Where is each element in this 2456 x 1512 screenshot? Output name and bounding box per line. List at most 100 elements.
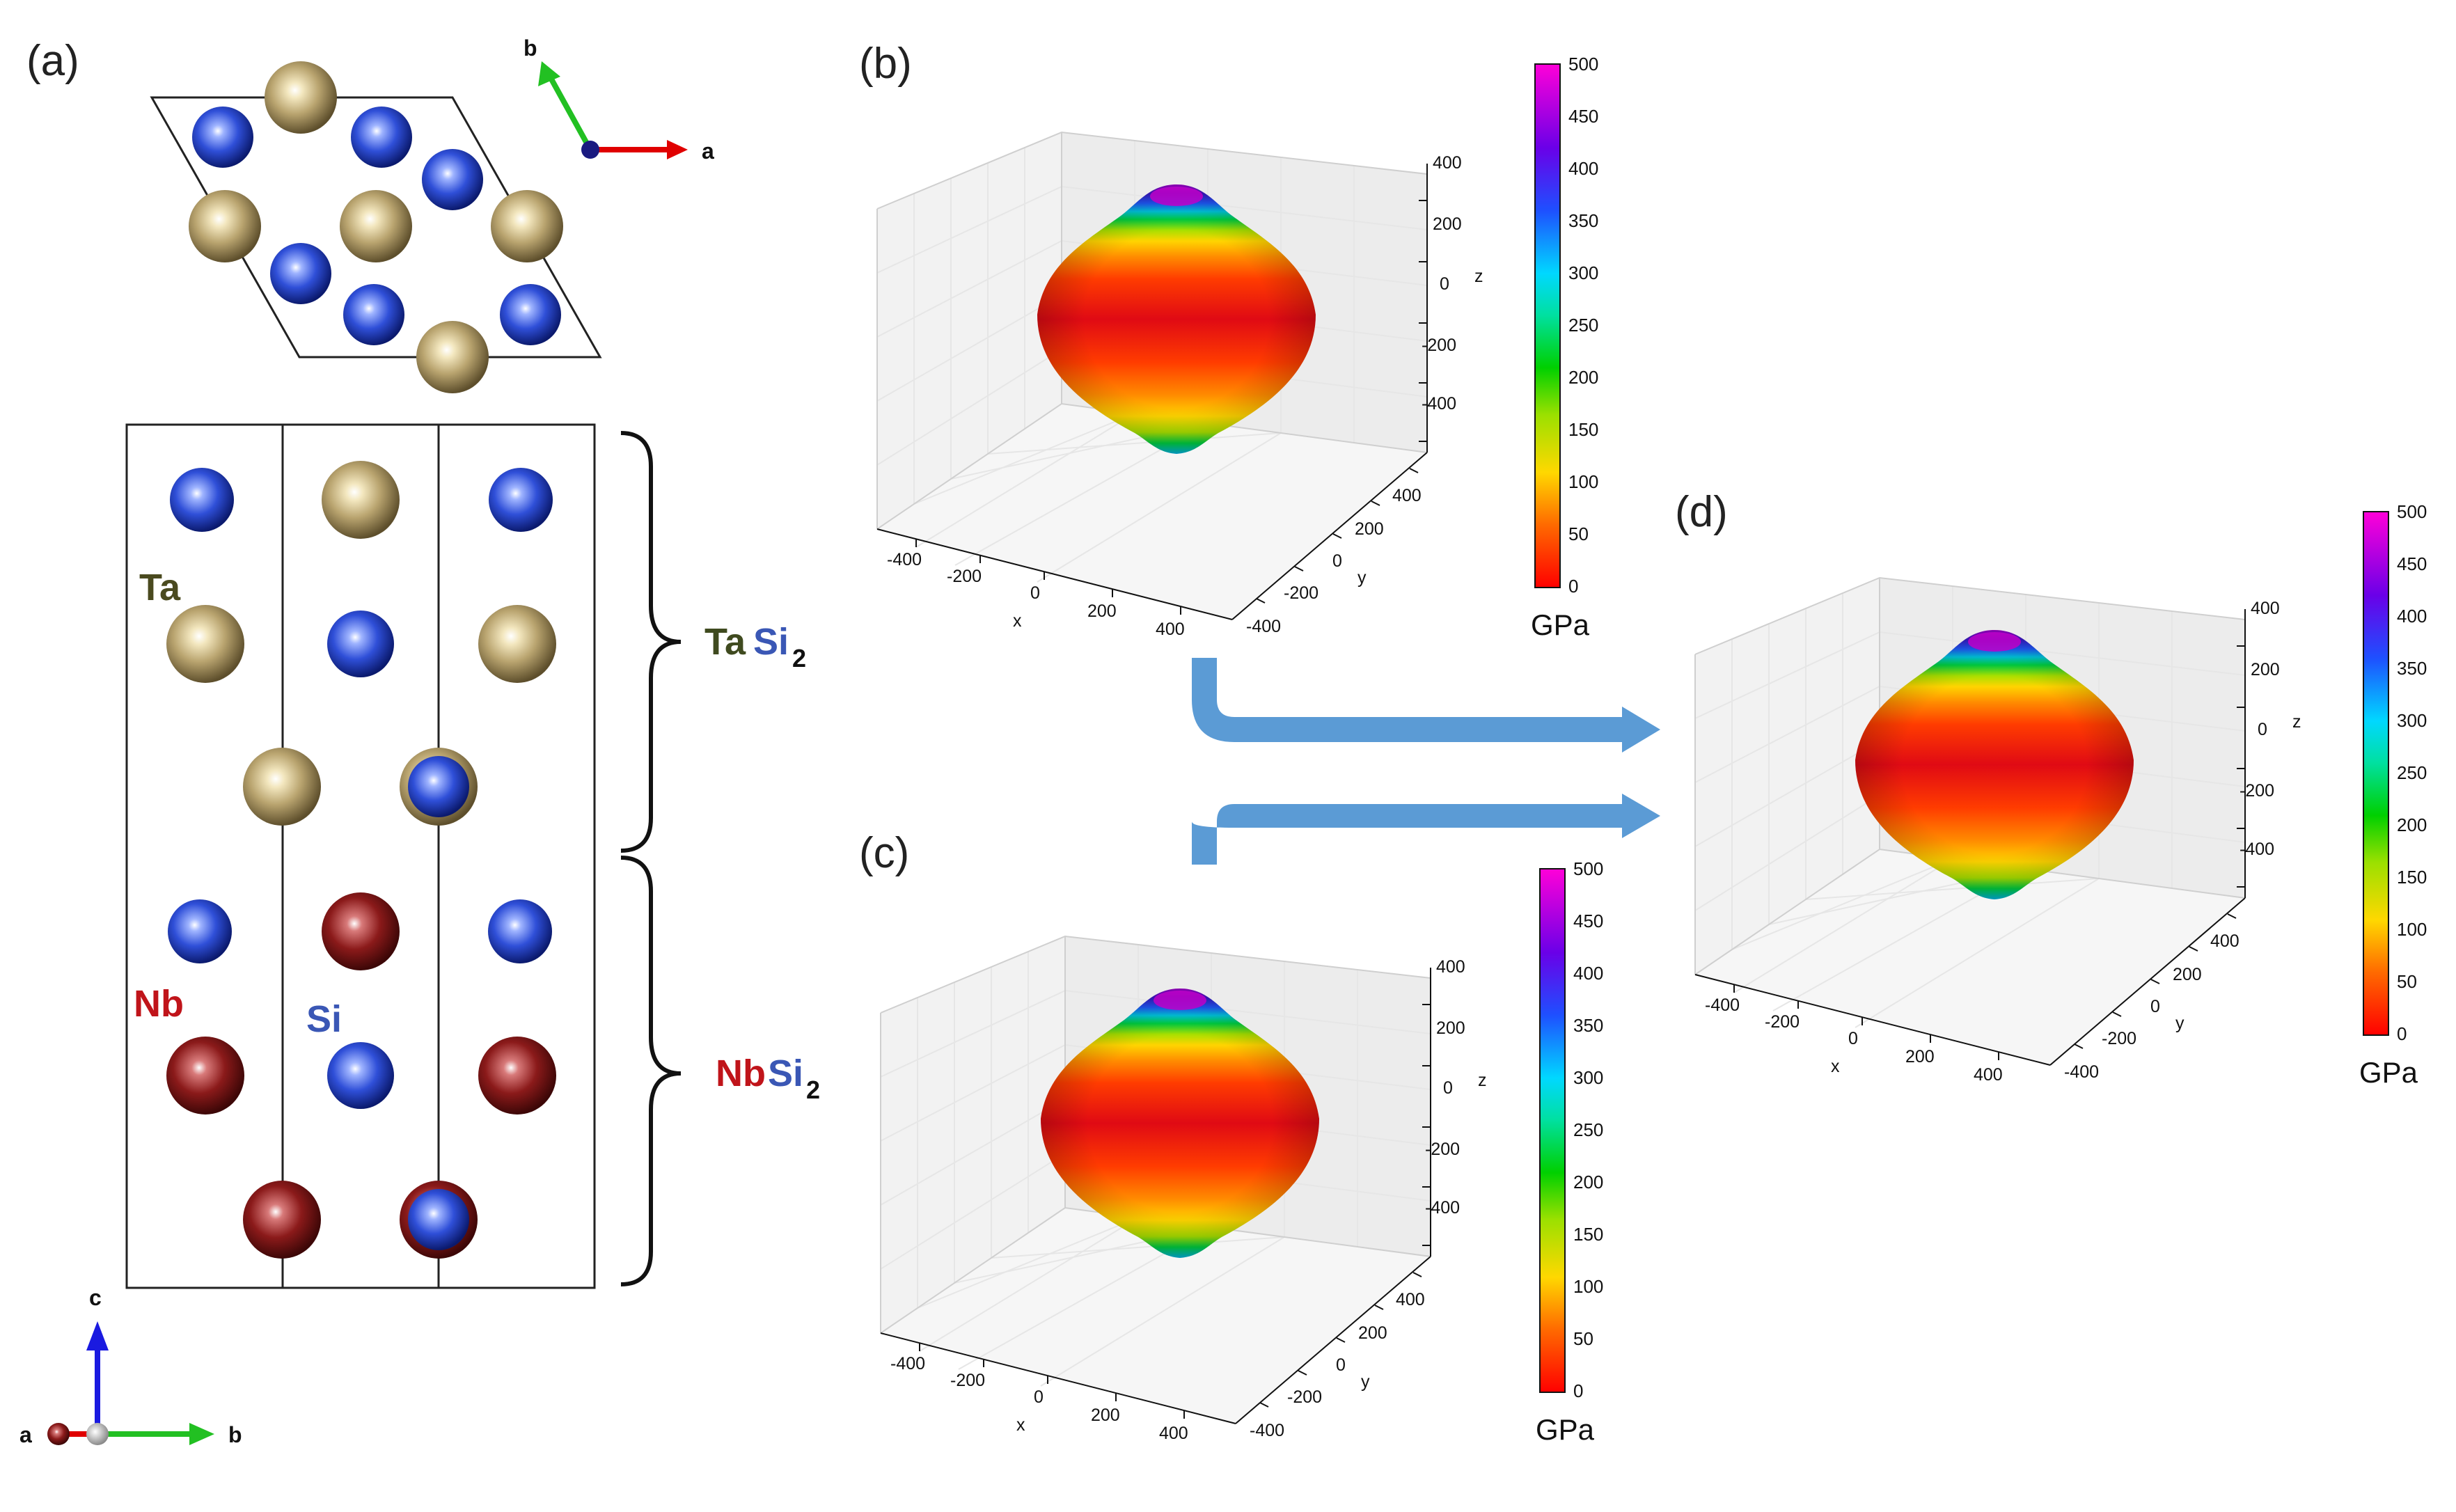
axis-label-b-bottom: b bbox=[228, 1422, 242, 1447]
panel-label-b: (b) bbox=[859, 40, 912, 88]
svg-text:300: 300 bbox=[2397, 710, 2427, 731]
z-tick: 400 bbox=[1436, 957, 1465, 977]
atom-layer-top bbox=[189, 61, 563, 393]
x-tick: -400 bbox=[890, 1354, 925, 1373]
svg-text:Ta: Ta bbox=[704, 621, 746, 663]
colorbar-unit: GPa bbox=[2359, 1056, 2418, 1089]
ta-atom bbox=[189, 190, 261, 262]
panel-label-c: (c) bbox=[859, 829, 909, 877]
svg-text:200: 200 bbox=[1568, 367, 1598, 388]
label-ta: Ta bbox=[139, 567, 181, 608]
axis-label-c-bottom: c bbox=[89, 1285, 102, 1310]
svg-text:350: 350 bbox=[1568, 210, 1598, 231]
svg-text:100: 100 bbox=[2397, 919, 2427, 940]
svg-text:500: 500 bbox=[1573, 858, 1603, 879]
arrow-top bbox=[1192, 658, 1660, 753]
y-tick: -400 bbox=[1246, 617, 1281, 636]
z-tick: 0 bbox=[2258, 720, 2267, 739]
ta-atom bbox=[166, 605, 244, 683]
brace-tasi2 bbox=[620, 431, 682, 853]
y-tick: 0 bbox=[1336, 1355, 1346, 1375]
si-atom bbox=[192, 107, 253, 168]
y-axis-label: y bbox=[1357, 568, 1367, 588]
svg-text:200: 200 bbox=[2397, 814, 2427, 835]
si-atom bbox=[168, 899, 232, 963]
panel-label-a: (a) bbox=[26, 37, 79, 85]
z-tick: 200 bbox=[2251, 660, 2280, 679]
z-tick: -200 bbox=[1425, 1140, 1460, 1159]
z-tick: 400 bbox=[2251, 599, 2280, 618]
si-atom bbox=[422, 149, 483, 210]
z-tick: 400 bbox=[1433, 153, 1462, 173]
svg-text:150: 150 bbox=[1573, 1224, 1603, 1245]
ta-atom bbox=[491, 190, 563, 262]
si-atom bbox=[343, 284, 404, 345]
nb-atom bbox=[243, 1181, 321, 1259]
y-tick: 400 bbox=[1396, 1290, 1425, 1309]
svg-text:0: 0 bbox=[1568, 576, 1578, 597]
x-tick: 200 bbox=[1905, 1047, 1935, 1066]
ta-atom bbox=[322, 461, 400, 539]
si-atom bbox=[408, 756, 469, 817]
x-tick: 0 bbox=[1030, 583, 1040, 603]
z-axis-label: z bbox=[1474, 267, 1483, 286]
x-tick: 200 bbox=[1091, 1405, 1120, 1425]
z-axis-label: z bbox=[1478, 1071, 1487, 1090]
panel-label-d: (d) bbox=[1675, 488, 1728, 536]
colorbar-unit: GPa bbox=[1531, 608, 1590, 641]
svg-text:0: 0 bbox=[1573, 1380, 1583, 1401]
svg-text:Si: Si bbox=[753, 621, 789, 663]
arrow-bottom bbox=[1192, 794, 1660, 865]
compound-tasi2: Ta Si 2 bbox=[704, 621, 806, 672]
y-tick: 0 bbox=[2150, 997, 2160, 1016]
ta-atom bbox=[416, 321, 489, 393]
svg-text:150: 150 bbox=[2397, 867, 2427, 888]
x-tick: 200 bbox=[1087, 601, 1117, 621]
colorbar-unit: GPa bbox=[1536, 1413, 1595, 1446]
svg-text:450: 450 bbox=[2397, 553, 2427, 574]
x-axis-label: x bbox=[1831, 1057, 1840, 1076]
ta-atom bbox=[243, 748, 321, 826]
svg-text:350: 350 bbox=[2397, 658, 2427, 679]
svg-text:300: 300 bbox=[1568, 262, 1598, 283]
si-atom bbox=[489, 468, 553, 532]
z-tick: -400 bbox=[2239, 840, 2274, 859]
z-tick: 200 bbox=[1433, 214, 1462, 234]
y-tick: -200 bbox=[2102, 1029, 2136, 1048]
merge-arrows bbox=[1192, 658, 1660, 865]
svg-text:2: 2 bbox=[806, 1076, 820, 1104]
x-tick: -400 bbox=[1705, 995, 1740, 1015]
y-tick: -200 bbox=[1287, 1387, 1322, 1407]
x-tick: 400 bbox=[1159, 1424, 1188, 1443]
colorbar-b: 500 450 400 350 300 250 200 150 100 50 0… bbox=[1531, 54, 1598, 641]
x-tick: -400 bbox=[887, 550, 922, 569]
y-tick: -200 bbox=[1284, 583, 1318, 603]
x-tick: 0 bbox=[1034, 1387, 1044, 1407]
svg-text:200: 200 bbox=[1573, 1172, 1603, 1192]
svg-text:500: 500 bbox=[2397, 501, 2427, 522]
plot-b: 400 200 0 -200 -400 z -400 -200 0 200 40… bbox=[876, 132, 1483, 639]
svg-text:250: 250 bbox=[2397, 762, 2427, 783]
svg-text:0: 0 bbox=[2397, 1023, 2407, 1044]
y-tick: -400 bbox=[2064, 1062, 2099, 1082]
svg-text:100: 100 bbox=[1568, 471, 1598, 492]
z-tick: 0 bbox=[1443, 1078, 1453, 1098]
svg-text:Si: Si bbox=[768, 1053, 803, 1094]
svg-text:250: 250 bbox=[1568, 315, 1598, 336]
axis-label-a-top: a bbox=[702, 139, 714, 164]
svg-text:450: 450 bbox=[1568, 106, 1598, 127]
svg-text:400: 400 bbox=[1573, 963, 1603, 984]
axes-indicator-bottom: c a b bbox=[19, 1285, 242, 1447]
svg-text:Nb: Nb bbox=[716, 1053, 766, 1094]
side-view-cell bbox=[125, 423, 596, 1289]
x-tick: -200 bbox=[1765, 1012, 1800, 1032]
si-atom bbox=[488, 899, 552, 963]
svg-text:500: 500 bbox=[1568, 54, 1598, 74]
plot-d: 400 200 0 -200 -400 z -400 -200 0 200 40… bbox=[1694, 577, 2301, 1085]
y-tick: 200 bbox=[1358, 1323, 1387, 1343]
axis-label-a-bottom: a bbox=[19, 1422, 32, 1447]
svg-text:50: 50 bbox=[1568, 523, 1589, 544]
nb-atom bbox=[322, 892, 400, 970]
y-tick: 0 bbox=[1332, 551, 1342, 571]
y-axis-label: y bbox=[2175, 1014, 2185, 1033]
